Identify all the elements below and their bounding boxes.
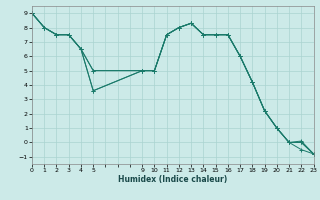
X-axis label: Humidex (Indice chaleur): Humidex (Indice chaleur) <box>118 175 228 184</box>
